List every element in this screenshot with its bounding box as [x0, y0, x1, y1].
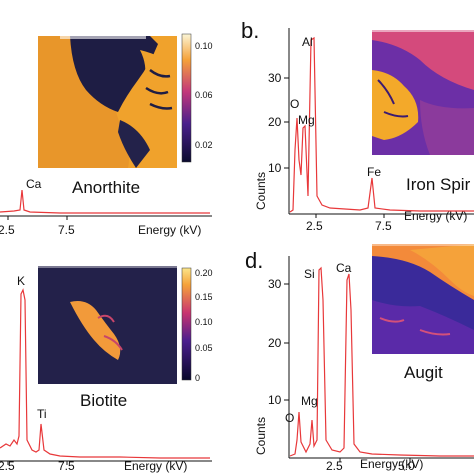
- colorbar-c-tick: 0.15: [195, 292, 213, 302]
- colorbar-c-tick: 0.20: [195, 268, 213, 278]
- peak-label-a: Ca: [26, 177, 42, 191]
- colorbar-a: 0.10 0.06 0.02: [181, 33, 213, 163]
- x-tick-label-c: 2.5: [0, 459, 15, 473]
- mineral-name-c: Biotite: [80, 391, 127, 410]
- y-tick-label-d: 30: [268, 277, 282, 291]
- y-tick-label-d: 10: [268, 393, 282, 407]
- mineral-name-d: Augit: [404, 363, 443, 382]
- x-axis-title-a: Energy (kV): [138, 223, 201, 237]
- peak-label-b: O: [290, 97, 299, 111]
- y-tick-label-b: 10: [268, 161, 282, 175]
- colorbar-c-tick: 0.10: [195, 317, 213, 327]
- peak-label-d: Ca: [336, 261, 352, 275]
- peak-label-b: Fe: [367, 165, 381, 179]
- map-anorthite: [38, 36, 177, 168]
- y-axis-title-b: Counts: [254, 172, 268, 210]
- spectrum-line-b: [289, 36, 474, 213]
- panel-c: 0.20 0.15 0.10 0.05 0 2.5 7.5 Energy (kV…: [0, 266, 213, 473]
- peak-label-c: Ti: [37, 407, 47, 421]
- spectrum-line-a: [0, 189, 210, 214]
- peak-label-d: O: [285, 411, 294, 425]
- panel-letter-b: b.: [241, 18, 259, 43]
- map-biotite: [38, 266, 177, 384]
- panel-b: b. 30 20 10 Counts 2.5 7.5 Energy (kV) A…: [241, 18, 474, 233]
- panel-letter-d: d.: [245, 248, 263, 273]
- y-tick-label-d: 20: [268, 336, 282, 350]
- x-axis-title-c: Energy (kV): [124, 459, 187, 473]
- mineral-name-a: Anorthite: [72, 178, 140, 197]
- x-tick-label-c: 7.5: [58, 459, 75, 473]
- panel-a: 0.10 0.06 0.02 2.5 7.5 Energy (kV) Ca An…: [0, 33, 213, 237]
- x-tick-label-b: 7.5: [375, 219, 392, 233]
- colorbar-a-tick: 0.06: [195, 90, 213, 100]
- spectrum-line-d: [289, 266, 474, 457]
- x-axis-title-b: Energy (kV): [404, 209, 467, 223]
- colorbar-c-tick: 0.05: [195, 343, 213, 353]
- peak-label-c: K: [17, 274, 25, 288]
- colorbar-a-tick: 0.10: [195, 41, 213, 51]
- spectrum-line-c: [0, 288, 210, 459]
- colorbar-c-tick: 0: [195, 373, 200, 383]
- map-augite: [372, 244, 474, 354]
- x-tick-label-d: 5.0: [398, 459, 415, 473]
- x-tick-label-a: 2.5: [0, 223, 15, 237]
- peak-label-d: Si: [304, 267, 315, 281]
- x-tick-label-b: 2.5: [306, 219, 323, 233]
- x-tick-label-d: 2.5: [326, 459, 343, 473]
- colorbar-a-tick: 0.02: [195, 140, 213, 150]
- peak-label-b: Mg: [298, 113, 315, 127]
- mineral-name-b: Iron Spir: [406, 175, 471, 194]
- colorbar-c: 0.20 0.15 0.10 0.05 0: [181, 267, 213, 383]
- x-tick-label-a: 7.5: [58, 223, 75, 237]
- peak-label-b: Al: [302, 35, 313, 49]
- y-axis-title-d: Counts: [254, 417, 268, 455]
- map-iron-spinel: [372, 30, 474, 155]
- panel-d: d. 30 20 10 Counts 2.5 5.0 Energy (kV) S…: [245, 244, 474, 473]
- y-tick-label-b: 30: [268, 71, 282, 85]
- x-axis-title-d: Energy (kV): [360, 457, 423, 471]
- y-tick-label-b: 20: [268, 115, 282, 129]
- peak-label-d: Mg: [301, 394, 318, 408]
